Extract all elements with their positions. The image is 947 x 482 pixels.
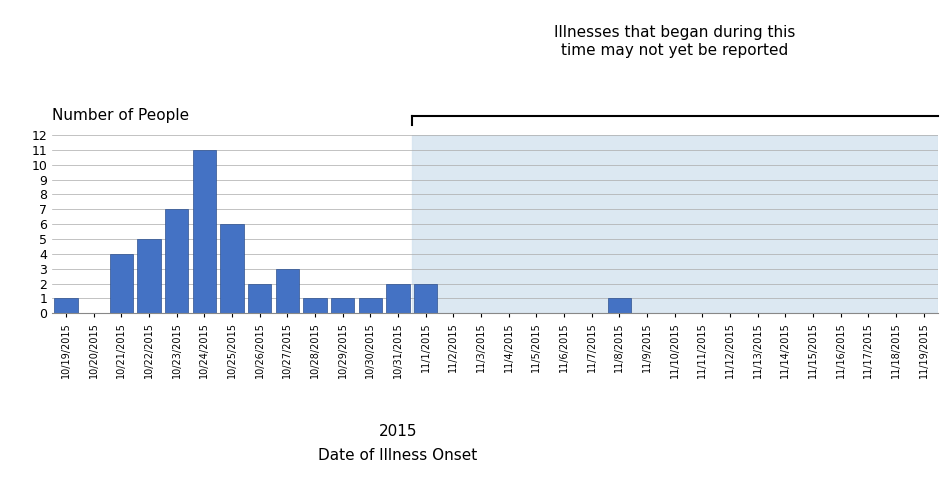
Bar	[165, 209, 188, 313]
Bar	[192, 150, 216, 313]
Bar	[359, 298, 382, 313]
Bar	[331, 298, 354, 313]
Bar	[248, 283, 272, 313]
Bar	[221, 224, 243, 313]
Bar	[608, 298, 631, 313]
Text: 2015: 2015	[379, 424, 417, 439]
Bar	[414, 283, 438, 313]
Bar	[412, 135, 938, 313]
Bar	[110, 254, 133, 313]
Bar	[386, 283, 410, 313]
Bar	[303, 298, 327, 313]
Bar	[276, 269, 299, 313]
Text: Illnesses that began during this
time may not yet be reported: Illnesses that began during this time ma…	[554, 26, 795, 58]
Text: Number of People: Number of People	[52, 108, 189, 123]
Bar	[54, 298, 78, 313]
Text: Date of Illness Onset: Date of Illness Onset	[318, 448, 477, 463]
Bar	[137, 239, 161, 313]
